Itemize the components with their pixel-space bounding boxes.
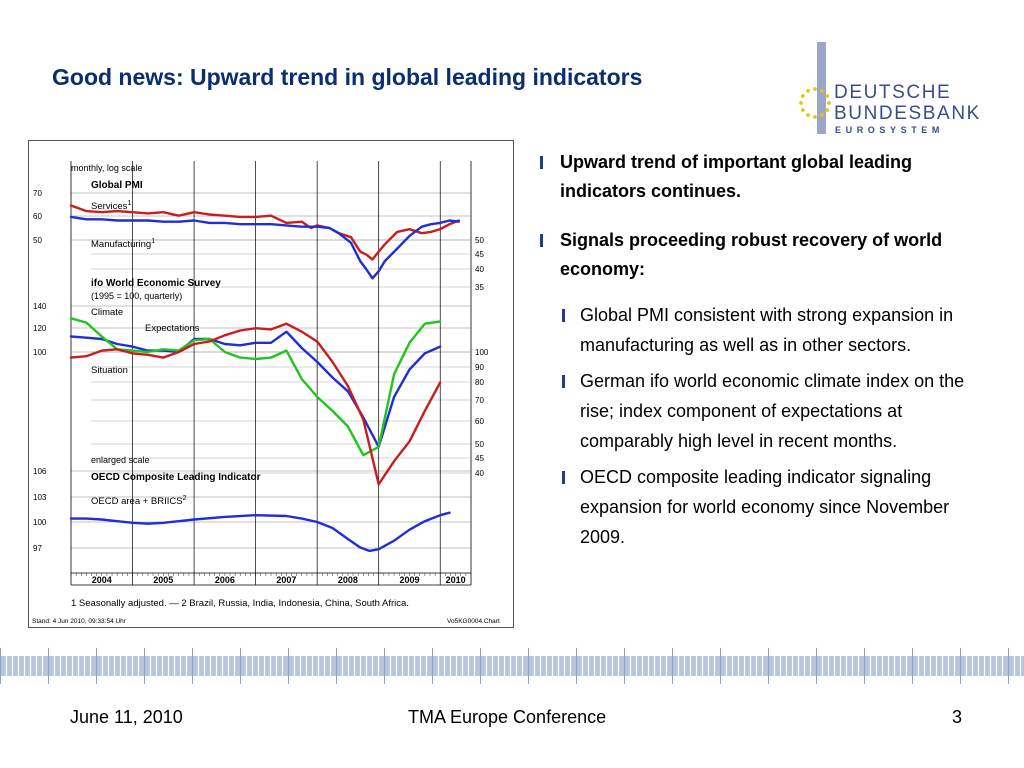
right-tick-label: 60 (475, 417, 484, 426)
bullet-list: Upward trend of important global leading… (536, 148, 996, 558)
bullet-upward-trend: Upward trend of important global leading… (536, 148, 996, 206)
ifo-climate-label: Climate (91, 307, 123, 318)
footer-event: TMA Europe Conference (408, 707, 607, 727)
chart-footnote: 1 Seasonally adjusted. — 2 Brazil, Russi… (71, 598, 409, 609)
left-tick-label: 50 (33, 236, 42, 245)
right-tick-label: 100 (475, 348, 489, 357)
logo-star (806, 88, 810, 93)
leading-indicators-chart: 70 60 50 50 45 40 35 140 120 100 100 90 80 70 60 50 45 40… (32, 161, 500, 625)
left-tick-label: 140 (33, 302, 47, 311)
chart-plots (69, 204, 460, 553)
ifo-subtitle: (1995 = 100, quarterly) (91, 291, 182, 301)
bullet-text: OECD composite leading indicator signali… (580, 467, 950, 547)
pmi-services-label: Services1 (91, 200, 131, 212)
footer-page-number: 3 (952, 707, 963, 727)
logo-bar (817, 42, 826, 134)
chart-panel: 70 60 50 50 45 40 35 140 120 100 100 90 80 70 60 50 45 40… (28, 140, 514, 628)
bullet-mark (562, 309, 565, 322)
series-line-manufacturing (69, 215, 460, 280)
logo-star (799, 101, 803, 105)
ifo-title: ifo World Economic Survey (91, 278, 221, 289)
year-label: 2009 (399, 575, 419, 585)
bullet-mark (540, 234, 543, 247)
logo-star (813, 87, 817, 91)
logo-star (813, 115, 817, 119)
right-tick-label: 35 (475, 283, 484, 292)
logo-word-eurosystem: EUROSYSTEM (835, 125, 945, 135)
bullet-mark (562, 471, 565, 484)
bundesbank-logo: DEUTSCHE BUNDESBANK EUROSYSTEM (797, 42, 987, 137)
series-line-oecd-area-briics (69, 511, 451, 553)
right-tick-label: 45 (475, 454, 484, 463)
left-tick-label: 103 (33, 493, 47, 502)
bullet-robust-recovery: Signals proceeding robust recovery of wo… (536, 226, 996, 284)
left-tick-label: 60 (33, 212, 42, 221)
right-tick-label: 45 (475, 250, 484, 259)
euro-stars-icon (799, 87, 831, 119)
left-tick-label: 100 (33, 518, 47, 527)
left-tick-label: 120 (33, 324, 47, 333)
bullet-oecd-indicator: OECD composite leading indicator signali… (536, 462, 996, 552)
bullet-text: Global PMI consistent with strong expans… (580, 305, 954, 355)
year-label: 2004 (92, 575, 112, 585)
right-tick-label: 90 (475, 363, 484, 372)
logo-star (820, 88, 824, 93)
footer-date: June 11, 2010 (70, 707, 183, 727)
year-label: 2008 (338, 575, 358, 585)
logo-word-bundesbank: BUNDESBANK (834, 103, 981, 124)
logo-star (820, 113, 824, 118)
pmi-manufacturing-label: Manufacturing1 (91, 238, 155, 250)
left-tick-label: 106 (33, 467, 47, 476)
left-tick-label: 97 (33, 544, 42, 553)
scale-note: monthly, log scale (71, 163, 142, 173)
right-tick-label: 50 (475, 440, 484, 449)
oecd-title: OECD Composite Leading Indicator (91, 472, 261, 483)
ifo-situation-label: Situation (91, 365, 128, 376)
bullet-ifo-climate: German ifo world economic climate index … (536, 366, 996, 456)
bullet-mark (562, 375, 565, 388)
logo-star (806, 113, 810, 118)
bullet-mark (540, 156, 543, 169)
oecd-series-label: OECD area + BRIICS2 (91, 495, 187, 507)
bullet-text: Signals proceeding robust recovery of wo… (560, 230, 943, 279)
logo-star (827, 101, 831, 105)
year-label: 2010 (446, 575, 466, 585)
bullet-global-pmi: Global PMI consistent with strong expans… (536, 300, 996, 360)
left-tick-label: 100 (33, 348, 47, 357)
right-tick-label: 70 (475, 396, 484, 405)
series-line-expectations (69, 317, 442, 457)
series-line-situation (69, 322, 442, 486)
logo-star (825, 108, 830, 112)
oecd-scale-note: enlarged scale (91, 455, 150, 465)
pmi-title: Global PMI (91, 180, 143, 191)
year-label: 2007 (276, 575, 296, 585)
stamp-right: Vo5KG0004.Chart (447, 618, 500, 625)
ifo-expectations-label: Expectations (145, 323, 200, 334)
left-tick-label: 70 (33, 189, 42, 198)
series-line-services (69, 204, 460, 261)
logo-star (825, 94, 830, 98)
logo-star (800, 108, 805, 112)
logo-word-deutsche: DEUTSCHE (834, 82, 952, 103)
right-tick-label: 40 (475, 469, 484, 478)
right-tick-label: 40 (475, 265, 484, 274)
year-label: 2006 (215, 575, 235, 585)
year-label: 2005 (153, 575, 173, 585)
right-tick-label: 80 (475, 378, 484, 387)
bullet-text: Upward trend of important global leading… (560, 152, 913, 201)
decorative-ruler (0, 648, 1024, 684)
stamp-left: Stand: 4 Jun 2010, 09:33:54 Uhr (32, 618, 127, 625)
slide-title: Good news: Upward trend in global leadin… (52, 64, 643, 90)
logo-star (800, 94, 805, 98)
right-tick-label: 50 (475, 236, 484, 245)
bullet-text: German ifo world economic climate index … (580, 371, 965, 451)
